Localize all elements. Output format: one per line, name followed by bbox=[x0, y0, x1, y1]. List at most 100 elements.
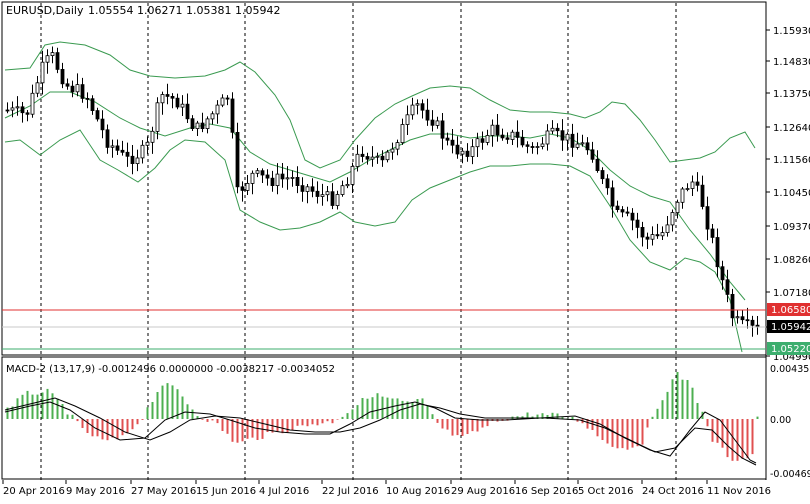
candle-bear bbox=[600, 170, 605, 180]
candle-bear bbox=[115, 145, 120, 151]
date-label: 16 Sep 2016 bbox=[515, 486, 578, 497]
date-axis[interactable]: 20 Apr 2016 9 May 2016 27 May 2016 15 Jun 2… bbox=[2, 480, 771, 497]
candle-bear bbox=[750, 319, 755, 326]
candle-bull bbox=[345, 183, 350, 187]
candle-bear bbox=[655, 234, 660, 237]
price-tick-label: 1.14830 bbox=[773, 57, 810, 68]
candle-bull bbox=[255, 170, 260, 174]
candle-bull bbox=[50, 52, 55, 56]
candle-bear bbox=[595, 158, 600, 172]
price-tick-label: 1.13750 bbox=[773, 89, 810, 100]
candle-bear bbox=[65, 83, 70, 87]
candle-bear bbox=[745, 319, 750, 322]
candle-bear bbox=[310, 186, 315, 192]
candle-bear bbox=[270, 177, 275, 186]
candle-bear bbox=[95, 110, 100, 120]
candle-bear bbox=[710, 228, 715, 238]
candle-bear bbox=[740, 316, 745, 321]
candle-bear bbox=[570, 133, 575, 148]
bollinger-bands bbox=[4, 41, 756, 353]
candle-bear bbox=[560, 130, 565, 141]
price-axis[interactable]: 1.15930 1.14830 1.13750 1.12640 1.11560 1.104… bbox=[766, 26, 810, 363]
candle-bull bbox=[460, 150, 465, 155]
candle-bull bbox=[35, 82, 40, 94]
candle-bear bbox=[125, 151, 130, 157]
candle-bull bbox=[250, 172, 255, 184]
candle-bear bbox=[465, 150, 470, 157]
candle-bull bbox=[205, 118, 210, 130]
macd-line bbox=[4, 401, 757, 464]
candle-bull bbox=[550, 127, 555, 132]
candle-bull bbox=[245, 182, 250, 191]
candle-bull bbox=[215, 104, 220, 115]
candle-bull bbox=[350, 165, 355, 185]
candle-bear bbox=[230, 98, 235, 133]
price-tick-label: 1.07180 bbox=[773, 288, 810, 299]
price-tick-label: 1.08260 bbox=[773, 255, 810, 266]
candle-bear bbox=[605, 178, 610, 189]
candle-bear bbox=[120, 149, 125, 153]
date-label: 10 Aug 2016 bbox=[386, 486, 450, 497]
candle-bear bbox=[715, 237, 720, 268]
current-price-value: 1.05942 bbox=[771, 322, 810, 333]
candle-bear bbox=[480, 138, 485, 143]
candle-bear bbox=[590, 149, 595, 160]
candle-bull bbox=[475, 138, 480, 148]
candle-bull bbox=[735, 316, 740, 319]
date-label: 24 Oct 2016 bbox=[642, 486, 704, 497]
candle-bear bbox=[630, 212, 635, 221]
candle-bull bbox=[470, 146, 475, 157]
candle-bull bbox=[335, 194, 340, 207]
support-value: 1.05220 bbox=[771, 344, 810, 355]
candle-bear bbox=[440, 120, 445, 139]
candle-bull bbox=[390, 148, 395, 153]
price-tick-label: 1.09370 bbox=[773, 222, 810, 233]
candle-bull bbox=[320, 194, 325, 197]
price-tick-label: 1.15930 bbox=[773, 26, 810, 37]
candle-bear bbox=[755, 324, 760, 327]
candle-bull bbox=[340, 185, 345, 195]
date-label: 29 Aug 2016 bbox=[451, 486, 515, 497]
candle-bull bbox=[410, 104, 415, 116]
candle-bear bbox=[610, 187, 615, 207]
candle-bear bbox=[5, 109, 10, 112]
candle-bear bbox=[495, 124, 500, 136]
candle-bear bbox=[720, 266, 725, 281]
candle-bear bbox=[360, 153, 365, 157]
candle-bull bbox=[385, 151, 390, 161]
candle-bull bbox=[690, 181, 695, 189]
candle-bull bbox=[370, 156, 375, 160]
candle-bear bbox=[105, 129, 110, 148]
candle-bear bbox=[235, 131, 240, 188]
candle-bull bbox=[110, 145, 115, 148]
candle-bear bbox=[85, 98, 90, 100]
candle-bull bbox=[30, 92, 35, 115]
price-tick-label: 1.10450 bbox=[773, 188, 810, 199]
candle-bull bbox=[40, 61, 45, 84]
candle-bull bbox=[15, 106, 20, 109]
candle-bear bbox=[265, 174, 270, 179]
candle-bear bbox=[190, 118, 195, 129]
candle-bull bbox=[305, 186, 310, 192]
candle-bear bbox=[55, 52, 60, 70]
candle-bull bbox=[180, 103, 185, 108]
date-label: 22 Jul 2016 bbox=[322, 486, 379, 497]
candle-bull bbox=[575, 143, 580, 148]
candle-bear bbox=[425, 109, 430, 121]
candle-bull bbox=[670, 212, 675, 226]
candle-bear bbox=[240, 186, 245, 191]
candle-bull bbox=[535, 146, 540, 148]
candle-bull bbox=[275, 173, 280, 187]
candles-layer bbox=[5, 46, 760, 337]
candle-bear bbox=[530, 146, 535, 148]
candle-bear bbox=[200, 122, 205, 129]
candle-bear bbox=[430, 119, 435, 126]
macd-layer bbox=[4, 372, 759, 466]
candle-bear bbox=[620, 209, 625, 213]
candle-bear bbox=[450, 139, 455, 146]
candle-bear bbox=[705, 206, 710, 230]
macd-tick-bottom: -0.004696 bbox=[770, 469, 810, 480]
date-label: 15 Jun 2016 bbox=[196, 486, 256, 497]
